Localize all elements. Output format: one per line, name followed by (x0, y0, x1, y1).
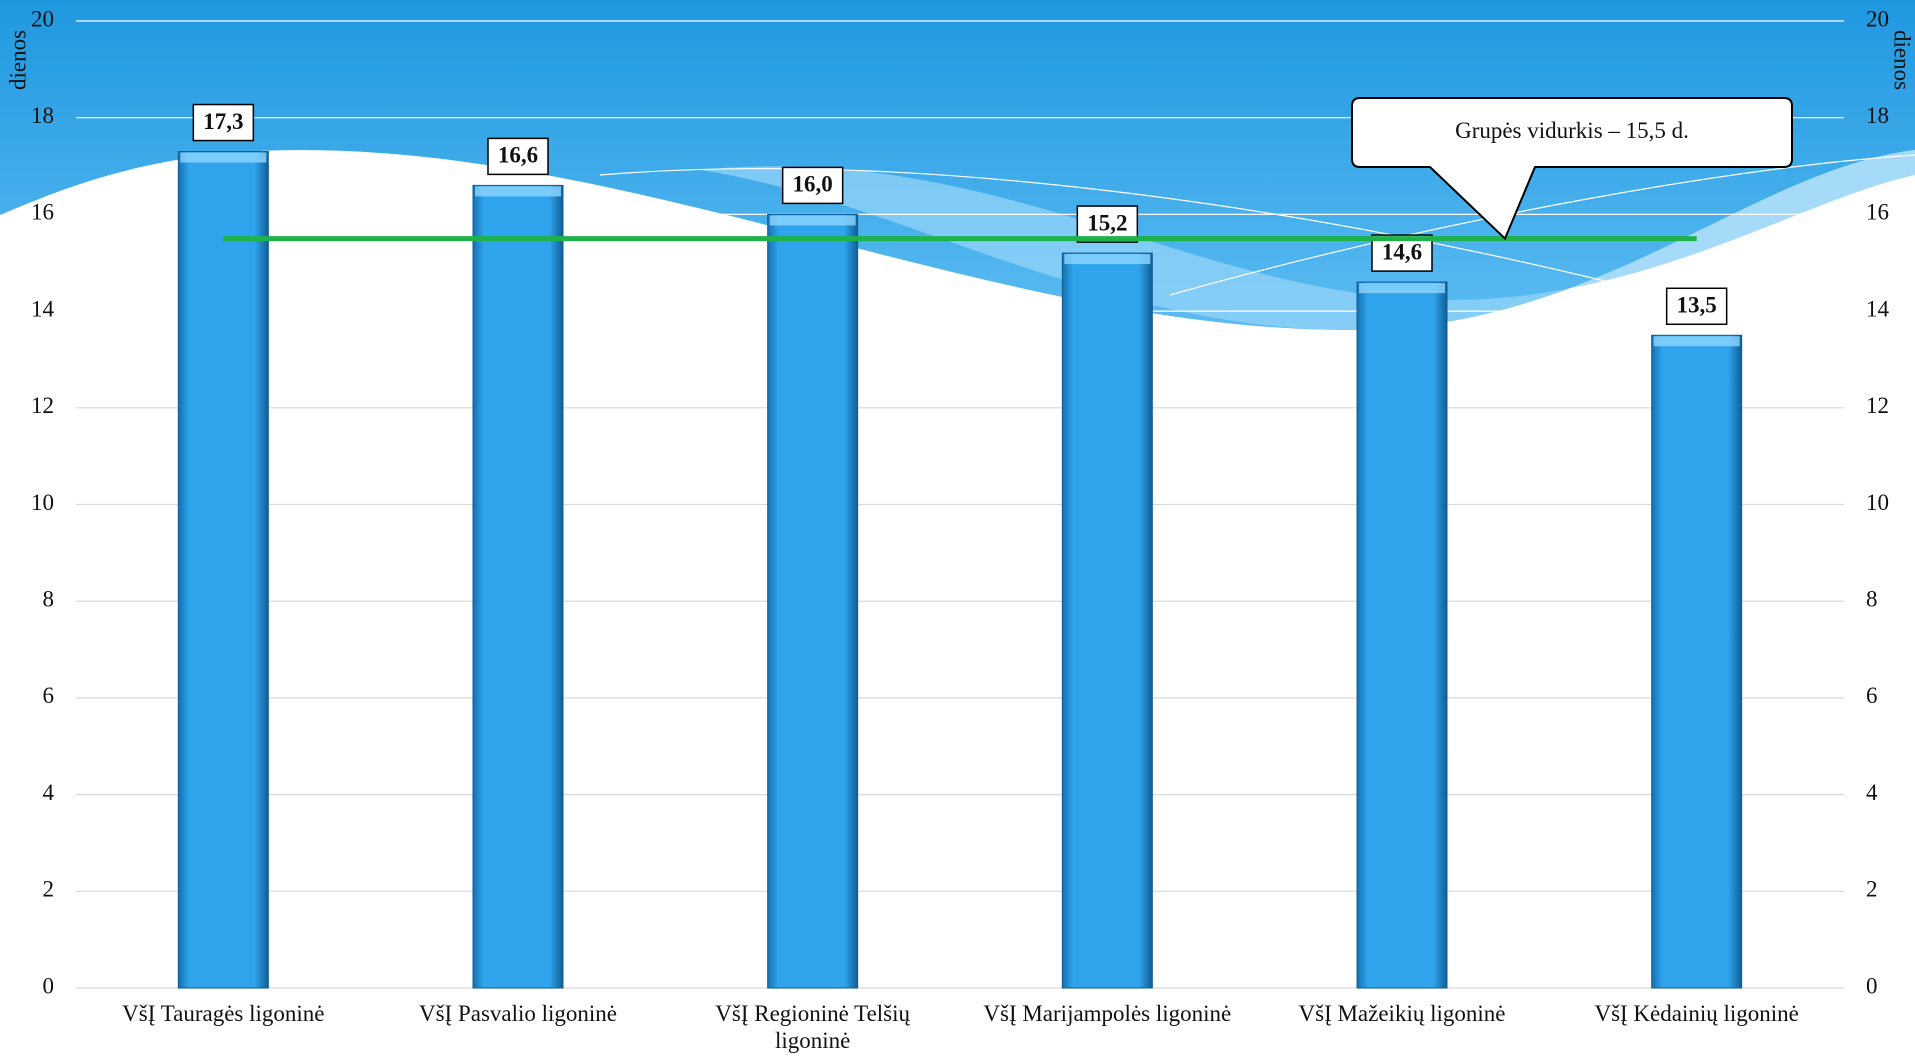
bar-cap (769, 215, 856, 226)
bar (1061, 252, 1153, 989)
y2-tick-label: 2 (1866, 877, 1878, 902)
x-tick-label: VšĮ Marijampolės ligoninė (983, 1001, 1232, 1026)
value-label: 15,2 (1087, 210, 1127, 235)
y-tick-label: 0 (43, 973, 55, 998)
x-tick-label: VšĮ Kėdainių ligoninė (1594, 1001, 1799, 1026)
value-label: 13,5 (1677, 293, 1717, 318)
bar-cap (475, 186, 561, 197)
value-label: 17,3 (203, 109, 243, 134)
bar (1651, 334, 1743, 989)
y-tick-label: 18 (31, 103, 54, 128)
y2-axis-label: dienos (1890, 30, 1915, 90)
y2-tick-label: 6 (1866, 683, 1878, 708)
value-label-box (192, 103, 255, 142)
y2-tick-label: 4 (1866, 780, 1878, 805)
y-tick-label: 10 (31, 490, 54, 515)
y2-tick-label: 10 (1866, 490, 1889, 515)
y-tick-label: 8 (43, 586, 55, 611)
value-label-box (781, 166, 844, 205)
bar (472, 184, 564, 989)
value-label: 16,6 (498, 143, 538, 168)
y-tick-label: 20 (31, 6, 54, 31)
y-tick-label: 4 (43, 780, 55, 805)
value-label: 16,0 (793, 172, 833, 197)
y2-tick-label: 0 (1866, 973, 1878, 998)
bar-cap (1359, 283, 1445, 294)
x-tick-label: VšĮ Pasvalio ligoninė (418, 1001, 618, 1026)
y-tick-label: 12 (31, 393, 54, 418)
x-tick-label: VšĮ Regioninė Telšių ligoninė (715, 1001, 911, 1053)
value-label: 14,6 (1382, 239, 1422, 264)
callout-box (1351, 97, 1793, 241)
bar-cap (180, 152, 267, 163)
value-label-box (487, 137, 549, 176)
x-tick-label: VšĮ Tauragės ligoninė (122, 1001, 325, 1026)
bar (177, 151, 269, 989)
bar-cap (1653, 336, 1740, 347)
bar-cap (1064, 254, 1151, 265)
y2-tick-label: 12 (1866, 393, 1889, 418)
y2-tick-label: 16 (1866, 200, 1889, 225)
callout-text: Grupės vidurkis – 15,5 d. (1455, 118, 1689, 143)
y-axis-label: dienos (5, 30, 30, 90)
y2-tick-label: 20 (1866, 6, 1889, 31)
y2-tick-label: 14 (1866, 296, 1890, 321)
x-tick-label: VšĮ Mažeikių ligoninė (1298, 1001, 1506, 1026)
y-tick-label: 2 (43, 877, 55, 902)
bar (1356, 281, 1448, 989)
y-tick-label: 14 (31, 296, 55, 321)
value-label-box (1665, 287, 1728, 326)
y-tick-label: 16 (31, 200, 54, 225)
y-tick-label: 6 (43, 683, 55, 708)
y2-tick-label: 18 (1866, 103, 1889, 128)
value-label-box (1371, 234, 1433, 272)
bar (767, 213, 859, 989)
y2-tick-label: 8 (1866, 586, 1878, 611)
